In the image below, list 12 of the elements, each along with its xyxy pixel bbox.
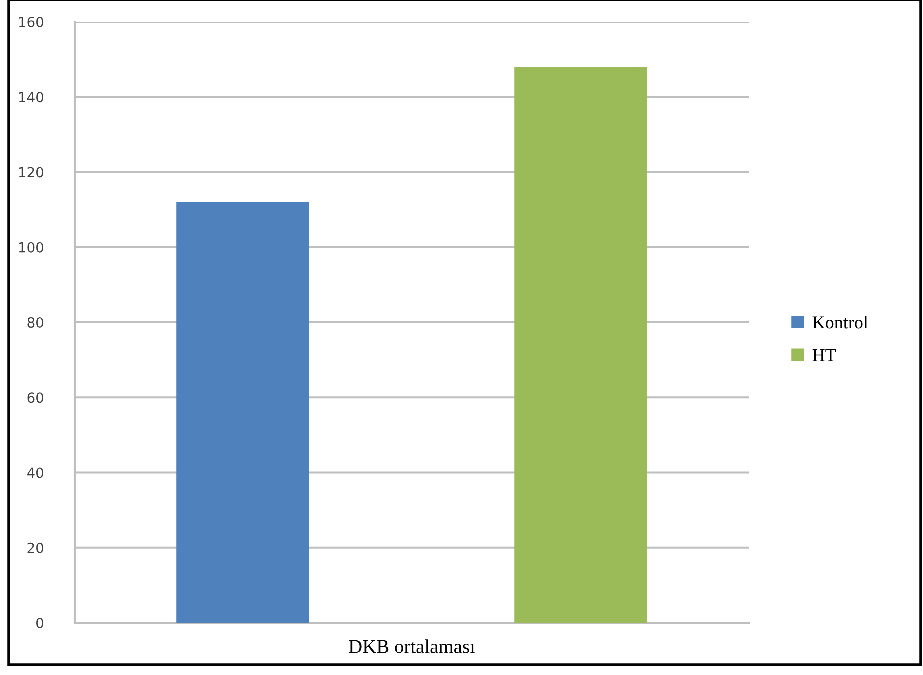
y-tick-label: 80 — [28, 317, 44, 328]
y-tick-label: 100 — [19, 242, 44, 253]
y-tick-label: 0 — [36, 618, 44, 628]
y-tick-label: 160 — [19, 16, 44, 28]
x-tick-label: DKB ortalaması — [349, 640, 476, 654]
y-tick-label: 120 — [19, 167, 44, 178]
y-tick-label: 60 — [28, 392, 44, 404]
legend-label: HT — [812, 349, 836, 362]
y-tick-label: 140 — [19, 92, 44, 103]
y-tick-label: 20 — [28, 542, 44, 554]
y-tick-label: 40 — [27, 468, 44, 478]
legend-label: Kontrol — [812, 316, 868, 329]
